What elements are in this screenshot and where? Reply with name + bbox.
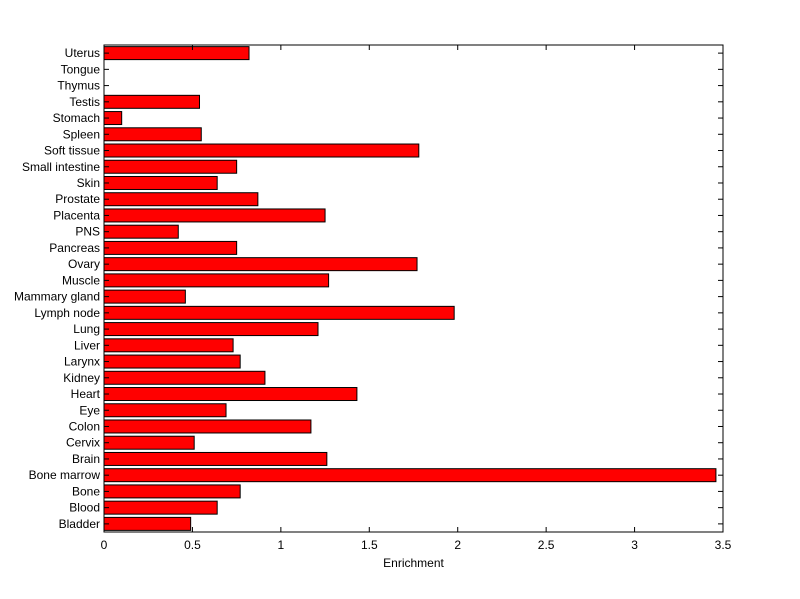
bars-layer xyxy=(103,46,717,531)
y-tick-label-small-intestine: Small intestine xyxy=(22,160,100,174)
x-tick-label: 1.5 xyxy=(361,538,378,552)
bar-placenta xyxy=(103,208,326,223)
y-tick-label-muscle: Muscle xyxy=(62,273,100,287)
y-tick-label-bone: Bone xyxy=(72,484,100,498)
bar-colon xyxy=(103,419,312,434)
bar-blood xyxy=(103,500,218,515)
y-tick-label-thymus: Thymus xyxy=(57,79,100,93)
plot-frame xyxy=(103,44,724,533)
y-tick-label-lung: Lung xyxy=(73,322,100,336)
bar-prostate xyxy=(103,192,259,207)
y-tick-label-pns: PNS xyxy=(75,225,100,239)
bar-small-intestine xyxy=(103,159,238,174)
y-tick-label-colon: Colon xyxy=(69,419,100,433)
y-tick-label-testis: Testis xyxy=(69,95,100,109)
bar-pns xyxy=(103,224,179,239)
bar-lung xyxy=(103,322,319,337)
bar-testis xyxy=(103,94,201,109)
bar-muscle xyxy=(103,273,330,288)
y-tick-label-stomach: Stomach xyxy=(53,111,100,125)
x-tick-label: 0 xyxy=(101,538,108,552)
y-tick-label-pancreas: Pancreas xyxy=(49,241,100,255)
y-tick-label-skin: Skin xyxy=(77,176,100,190)
ticks-layer: Bladder Blood Bone Bone marrow Brain Cervix Co… xyxy=(14,45,732,552)
y-tick-label-soft-tissue: Soft tissue xyxy=(44,144,100,158)
y-tick-label-placenta: Placenta xyxy=(53,208,100,222)
y-tick-label-spleen: Spleen xyxy=(63,127,100,141)
x-tick-label: 1 xyxy=(278,538,285,552)
bar-uterus xyxy=(103,46,250,61)
bar-ovary xyxy=(103,257,418,272)
bar-soft-tissue xyxy=(103,143,420,158)
x-axis-label: Enrichment xyxy=(383,556,444,570)
bar-skin xyxy=(103,175,218,190)
y-tick-label-prostate: Prostate xyxy=(55,192,100,206)
bar-mammary-gland xyxy=(103,289,186,304)
y-tick-label-uterus: Uterus xyxy=(65,46,100,60)
bar-liver xyxy=(103,338,234,353)
y-tick-label-tongue: Tongue xyxy=(61,62,101,76)
bar-heart xyxy=(103,387,358,402)
x-tick-label: 0.5 xyxy=(184,538,201,552)
y-tick-label-bladder: Bladder xyxy=(59,517,100,531)
x-tick-label: 2 xyxy=(454,538,461,552)
bar-spleen xyxy=(103,127,202,142)
y-tick-label-eye: Eye xyxy=(79,403,100,417)
x-tick-label: 2.5 xyxy=(538,538,555,552)
bar-larynx xyxy=(103,354,241,369)
x-tick-label: 3.5 xyxy=(715,538,732,552)
y-tick-label-kidney: Kidney xyxy=(63,371,100,385)
y-tick-label-blood: Blood xyxy=(69,501,100,515)
y-tick-label-brain: Brain xyxy=(72,452,100,466)
y-tick-label-larynx: Larynx xyxy=(64,355,100,369)
y-tick-label-ovary: Ovary xyxy=(68,257,100,271)
y-tick-label-liver: Liver xyxy=(74,338,100,352)
bar-brain xyxy=(103,451,328,466)
x-tick-label: 3 xyxy=(631,538,638,552)
bar-bone-marrow xyxy=(103,468,717,483)
bar-pancreas xyxy=(103,240,238,255)
bar-lymph-node xyxy=(103,305,455,320)
y-tick-label-heart: Heart xyxy=(71,387,101,401)
y-tick-label-mammary-gland: Mammary gland xyxy=(14,290,100,304)
bar-kidney xyxy=(103,370,266,385)
y-tick-label-bone-marrow: Bone marrow xyxy=(29,468,101,482)
bar-bladder xyxy=(103,516,192,531)
bar-eye xyxy=(103,403,227,418)
bar-cervix xyxy=(103,435,195,450)
y-tick-label-lymph-node: Lymph node xyxy=(34,306,100,320)
bar-bone xyxy=(103,484,241,499)
y-tick-label-cervix: Cervix xyxy=(66,436,100,450)
